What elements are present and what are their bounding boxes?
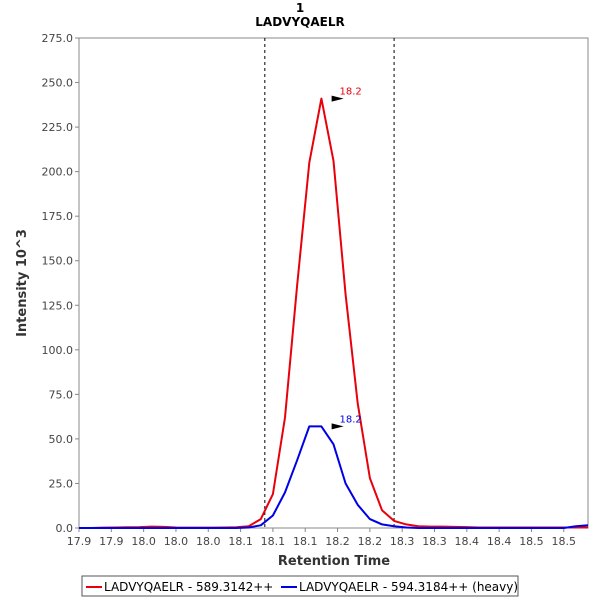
legend-entry-light: LADVYQAELR - 589.3142++ — [104, 580, 273, 594]
x-tick-label: 18.2 — [358, 535, 383, 548]
y-tick-label: 75.0 — [49, 388, 74, 401]
x-tick-label: 17.9 — [99, 535, 124, 548]
x-tick-label: 18.5 — [552, 535, 577, 548]
chart-title: 1 — [296, 1, 304, 15]
y-tick-label: 125.0 — [42, 299, 74, 312]
series-line-1 — [79, 425, 589, 529]
peak-marker — [331, 95, 344, 102]
x-tick-label: 18.1 — [261, 535, 286, 548]
x-tick-label: 18.3 — [390, 535, 415, 548]
y-tick-label: 100.0 — [42, 344, 74, 357]
x-tick-label: 18.5 — [519, 535, 544, 548]
y-tick-label: 50.0 — [49, 433, 74, 446]
legend-box — [81, 575, 519, 597]
x-tick-label: 18.0 — [196, 535, 221, 548]
x-tick-label: 18.0 — [131, 535, 156, 548]
x-tick-label: 18.4 — [455, 535, 480, 548]
legend-entry-heavy: LADVYQAELR - 594.3184++ (heavy) — [299, 580, 518, 594]
x-tick-label: 18.2 — [325, 535, 350, 548]
y-tick-label: 175.0 — [42, 210, 74, 223]
peak-label: 18.2 — [339, 87, 361, 98]
x-tick-label: 17.9 — [67, 535, 92, 548]
y-tick-label: 225.0 — [42, 121, 74, 134]
y-tick-label: 200.0 — [42, 166, 74, 179]
x-tick-label: 18.4 — [487, 535, 512, 548]
plot-area — [78, 37, 589, 529]
y-tick-label: 150.0 — [42, 255, 74, 268]
x-axis-label: Retention Time — [278, 554, 390, 569]
x-tick-label: 18.1 — [228, 535, 253, 548]
y-axis-label: Intensity 10^3 — [15, 229, 30, 337]
legend: LADVYQAELR - 589.3142++ LADVYQAELR - 594… — [81, 575, 519, 597]
peak-label: 18.2 — [339, 414, 361, 425]
y-tick-label: 275.0 — [42, 32, 74, 45]
peak-marker — [331, 423, 344, 430]
y-tick-label: 0.0 — [56, 522, 74, 535]
y-tick-label: 250.0 — [42, 77, 74, 90]
x-tick-label: 18.3 — [422, 535, 447, 548]
chart-subtitle: LADVYQAELR — [255, 15, 344, 29]
x-tick-label: 18.0 — [164, 535, 189, 548]
y-tick-label: 25.0 — [49, 477, 74, 490]
x-tick-label: 18.1 — [293, 535, 318, 548]
